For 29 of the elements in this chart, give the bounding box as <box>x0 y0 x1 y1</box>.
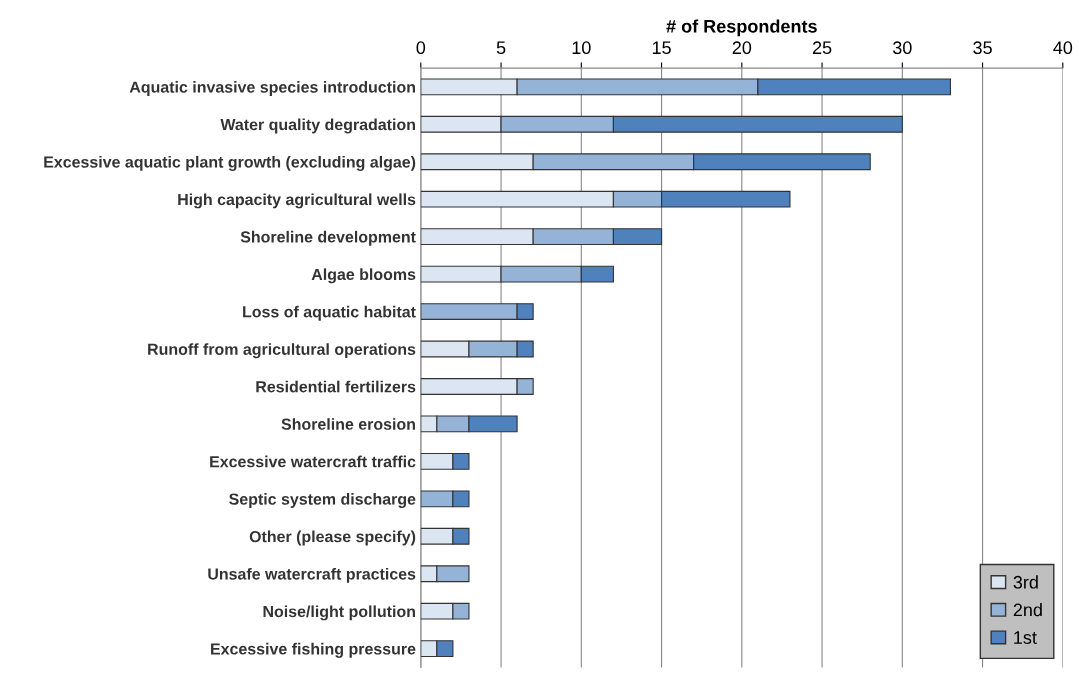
y-tick-label: Noise/light pollution <box>263 605 415 621</box>
y-tick-label: Excessive fishing pressure <box>211 642 416 658</box>
x-tick-label: 15 <box>652 41 671 55</box>
x-axis-title: # of Respondents <box>666 19 817 37</box>
y-tick-label: Algae blooms <box>311 268 416 284</box>
y-tick-label: Runoff from agricultural operations <box>148 343 416 359</box>
y-tick-label: Excessive aquatic plant growth (excluding algae) <box>44 155 416 171</box>
y-tick-label: Septic system discharge <box>229 493 416 508</box>
y-tick-label: Water quality degradation <box>220 118 415 134</box>
x-tick-label: 40 <box>1053 41 1073 55</box>
y-tick-label: Shoreline development <box>240 230 416 246</box>
y-tick-label: Aquatic invasive species introduction <box>129 81 415 96</box>
y-tick-label: Unsafe watercraft practices <box>208 567 416 583</box>
x-tick-label: 10 <box>572 41 591 55</box>
x-tick-label: 30 <box>892 41 912 55</box>
x-tick-label: 0 <box>416 41 426 55</box>
x-tick-label: 5 <box>496 41 506 55</box>
y-tick-label: Shoreline erosion <box>281 418 415 430</box>
y-tick-label: Other (please specify) <box>249 530 416 546</box>
legend-label: 3rd <box>1013 575 1038 589</box>
x-tick-label: 20 <box>732 41 752 55</box>
x-tick-label: 25 <box>812 41 832 55</box>
y-tick-label: Residential fertilizers <box>256 380 416 393</box>
legend-label: 1st <box>1014 631 1037 644</box>
legend-label: 2nd <box>1013 603 1042 617</box>
y-tick-label: High capacity agricultural wells <box>178 193 416 209</box>
x-tick-label: 35 <box>973 41 992 55</box>
y-tick-label: Loss of aquatic habitat <box>243 305 416 321</box>
y-tick-label: Excessive watercraft traffic <box>210 455 416 468</box>
